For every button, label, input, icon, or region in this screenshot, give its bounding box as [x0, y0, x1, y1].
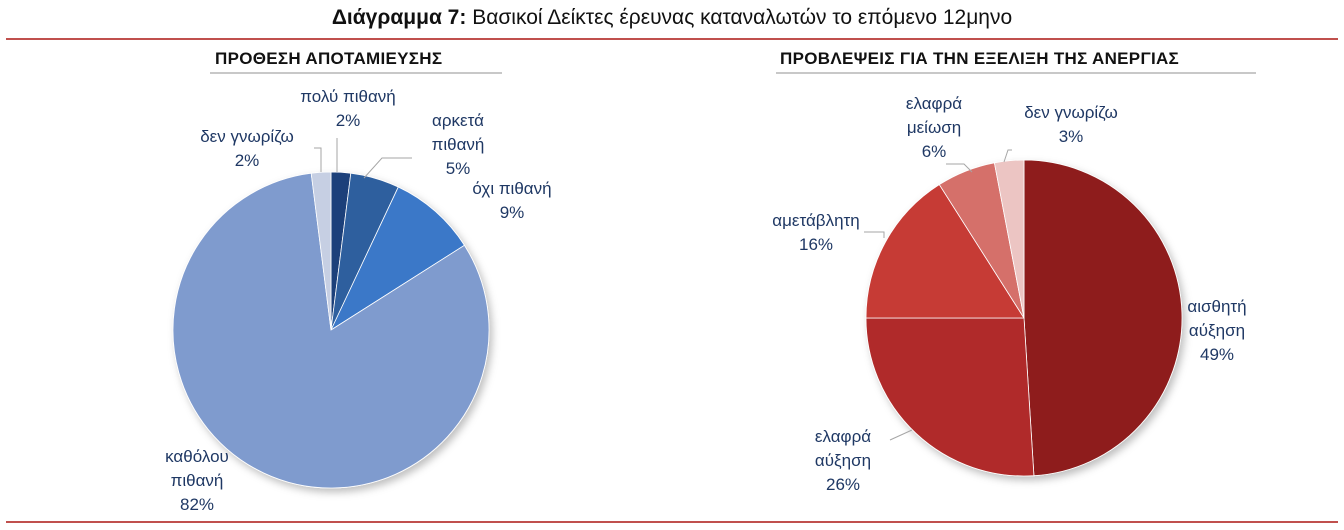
savings-leader-1 — [363, 157, 412, 179]
savings-value-label-3: 82% — [180, 495, 214, 514]
pie-labels-savings: πολύ πιθανή 2% αρκετά πιθανή 5%όχι πιθανή 9% κ… — [165, 87, 551, 514]
chart-title-unemployment: ΠΡΟΒΛΕΨΕΙΣ ΓΙΑ ΤΗΝ ΕΞΕΛΙΞΗ ΤΗΣ ΑΝΕΡΓΙΑΣ — [780, 49, 1180, 68]
savings-leader-4 — [314, 147, 322, 172]
pie-chart-savings — [172, 171, 490, 489]
pie-labels-unemployment: αισθητή αύξηση 49% ελαφρά αύξηση 26% αμετάβλητ… — [772, 94, 1246, 494]
unemployment-leader-4 — [1003, 149, 1012, 163]
savings-category-label-3-0: καθόλου — [165, 447, 229, 466]
chart-title-unemployment-underline — [776, 72, 1256, 74]
unemployment-value-label-3: 6% — [922, 142, 947, 161]
unemployment-value-label-2: 16% — [799, 235, 833, 254]
unemployment-leader-3 — [946, 163, 973, 173]
unemployment-slice-2 — [865, 184, 1025, 319]
pie-chart-unemployment — [865, 159, 1183, 477]
bottom-divider — [6, 521, 1338, 523]
savings-value-label-4: 2% — [235, 151, 260, 170]
unemployment-slice-1 — [865, 317, 1035, 477]
savings-value-label-1: 5% — [446, 159, 471, 178]
top-divider — [6, 38, 1338, 40]
unemployment-category-label-4-0: δεν γνωρίζω — [1024, 103, 1118, 122]
savings-category-label-2-0: όχι πιθανή — [472, 179, 551, 198]
savings-slice-2 — [330, 186, 465, 332]
savings-value-label-2: 9% — [500, 203, 525, 222]
unemployment-value-label-1: 26% — [826, 475, 860, 494]
unemployment-slice-4 — [993, 159, 1025, 319]
unemployment-slice-0 — [1023, 159, 1183, 477]
savings-slice-3 — [172, 172, 490, 489]
chart-title-savings-underline — [210, 72, 502, 74]
unemployment-category-label-1-1: αύξηση — [815, 451, 871, 470]
unemployment-value-label-0: 49% — [1200, 345, 1234, 364]
unemployment-category-label-0-1: αύξηση — [1189, 321, 1245, 340]
savings-category-label-4-0: δεν γνωρίζω — [200, 127, 294, 146]
savings-category-label-1-1: πιθανή — [432, 135, 485, 154]
figure-title: Διάγραμμα 7: Βασικοί Δείκτες έρευνας κατ… — [0, 6, 1344, 30]
unemployment-value-label-4: 3% — [1059, 127, 1084, 146]
savings-value-label-0: 2% — [336, 111, 361, 130]
unemployment-category-label-3-0: ελαφρά — [906, 94, 962, 113]
savings-category-label-1-0: αρκετά — [432, 111, 484, 130]
savings-slice-4 — [310, 171, 332, 331]
unemployment-category-label-3-1: μείωση — [907, 118, 961, 137]
unemployment-category-label-2-0: αμετάβλητη — [772, 211, 859, 230]
savings-category-label-3-1: πιθανή — [171, 471, 224, 490]
savings-category-label-0-0: πολύ πιθανή — [300, 87, 395, 106]
unemployment-leader-2 — [864, 231, 885, 238]
unemployment-leader-1 — [889, 429, 913, 441]
unemployment-category-label-0-0: αισθητή — [1187, 297, 1246, 316]
figure-title-prefix: Διάγραμμα 7: — [331, 6, 467, 29]
chart-title-savings: ΠΡΟΘΕΣΗ ΑΠΟΤΑΜΙΕΥΣΗΣ — [215, 49, 443, 68]
unemployment-category-label-1-0: ελαφρά — [815, 427, 871, 446]
figure-title-text: Βασικοί Δείκτες έρευνας καταναλωτών το ε… — [466, 6, 1013, 29]
